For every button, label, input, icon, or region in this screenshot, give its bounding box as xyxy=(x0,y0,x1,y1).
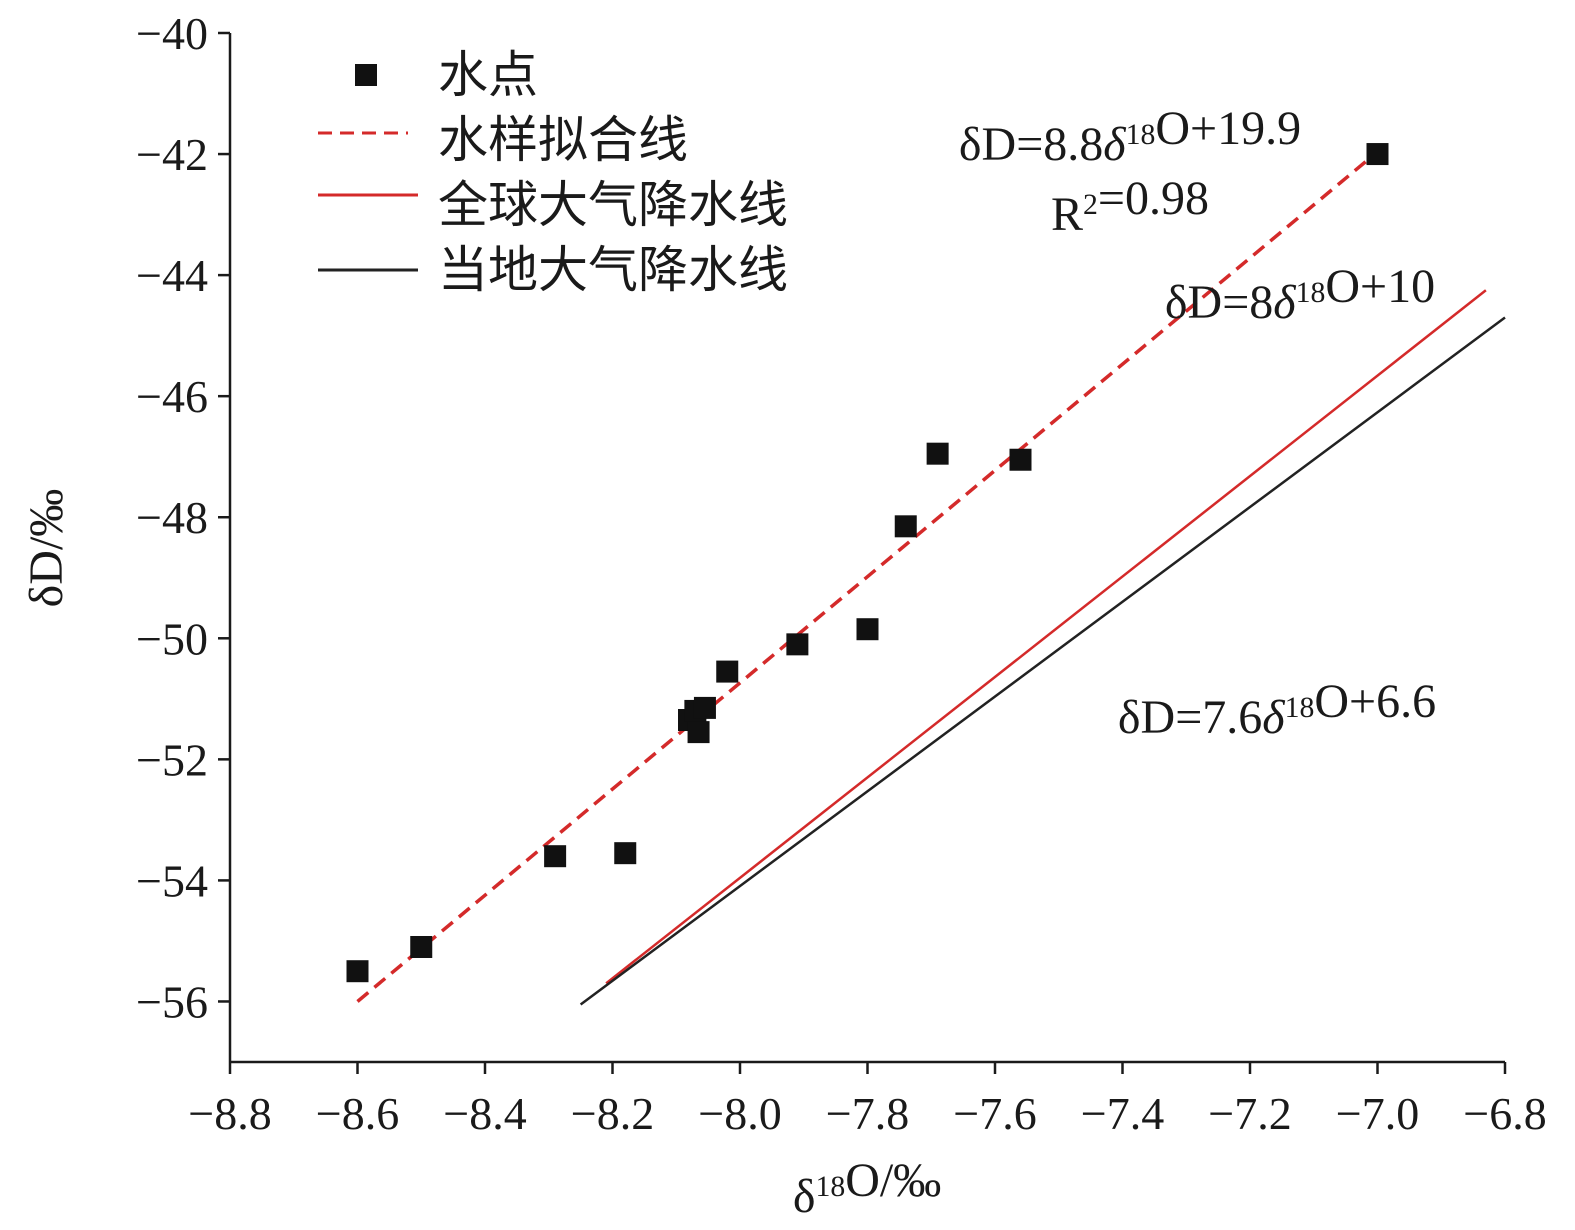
y-tick-label: −48 xyxy=(136,492,208,543)
legend-label-fit-line: 水样拟合线 xyxy=(438,111,688,169)
series-line-2 xyxy=(605,289,1487,985)
legend-label-lmwl: 当地大气降水线 xyxy=(438,241,788,299)
legend: 水点 水样拟合线 全球大气降水线 当地大气降水线 xyxy=(318,46,788,299)
axes xyxy=(228,33,1505,1064)
data-point xyxy=(687,721,710,744)
x-tick-label: −7.4 xyxy=(1081,1088,1164,1139)
x-tick-label: −8.8 xyxy=(188,1088,271,1139)
x-tick-label: −7.2 xyxy=(1208,1088,1291,1139)
fit-equation-label: δD=8.8δ18O+19.9 xyxy=(959,102,1301,171)
y-tick-label: −40 xyxy=(136,8,208,59)
x-tick-label: −6.8 xyxy=(1463,1088,1546,1139)
data-point xyxy=(410,935,433,958)
x-ticks: −8.8 −8.6 −8.4 −8.2 −8.0 −7.8 −7.6 −7.4 −7.2 −7.0… xyxy=(188,1062,1547,1139)
y-tick-label: −46 xyxy=(136,371,208,422)
x-tick-label: −8.2 xyxy=(571,1088,654,1139)
legend-marker-points xyxy=(355,64,377,86)
y-tick-label: −42 xyxy=(136,129,208,180)
data-point xyxy=(693,696,716,719)
y-tick-label: −54 xyxy=(136,855,208,906)
y-tick-label: −56 xyxy=(136,976,208,1027)
data-point xyxy=(716,660,739,683)
gmwl-equation-label: δD=8δ18O+10 xyxy=(1165,260,1435,329)
series-lines xyxy=(356,155,1506,1006)
data-point xyxy=(1009,448,1032,471)
fit-r2-label: R2=0.98 xyxy=(1051,172,1209,241)
x-tick-label: −7.0 xyxy=(1336,1088,1419,1139)
data-point xyxy=(346,960,369,983)
data-point xyxy=(544,845,567,868)
series-points xyxy=(346,143,1389,983)
lmwl-equation-label: δD=7.6δ18O+6.6 xyxy=(1118,675,1436,744)
legend-label-gmwl: 全球大气降水线 xyxy=(438,176,788,234)
x-tick-label: −8.4 xyxy=(443,1088,526,1139)
x-tick-label: −7.8 xyxy=(826,1088,909,1139)
y-axis-title: δD/‰ xyxy=(20,489,73,608)
annotations: δD=8.8δ18O+19.9 R2=0.98 δD=8δ18O+10 δD=7… xyxy=(959,102,1436,744)
data-point xyxy=(786,633,809,656)
y-tick-label: −50 xyxy=(136,613,208,664)
y-tick-label: −44 xyxy=(136,250,208,301)
data-point xyxy=(926,442,949,465)
data-point xyxy=(1366,143,1389,166)
x-tick-label: −7.6 xyxy=(953,1088,1036,1139)
x-tick-label: −8.6 xyxy=(316,1088,399,1139)
series-line-3 xyxy=(579,316,1506,1006)
data-point xyxy=(856,618,879,641)
x-axis-title: δ18O/‰ xyxy=(793,1154,941,1223)
data-point xyxy=(894,515,917,538)
x-tick-label: −8.0 xyxy=(698,1088,781,1139)
y-ticks: −40 −42 −44 −46 −48 −50 −52 −54 −56 xyxy=(136,8,230,1027)
legend-label-points: 水点 xyxy=(438,46,538,104)
y-tick-label: −52 xyxy=(136,734,208,785)
data-point xyxy=(614,842,637,865)
